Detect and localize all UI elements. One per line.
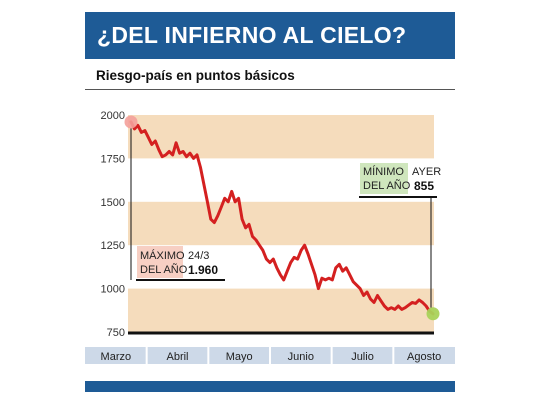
min-date: AYER: [412, 166, 441, 178]
month-label-julio: Julio: [351, 351, 374, 363]
max-value: 1.960: [188, 263, 218, 277]
y-tick-label-750: 750: [107, 327, 125, 339]
month-label-agosto: Agosto: [407, 351, 441, 363]
max-label-line2: DEL AÑO: [140, 263, 188, 276]
month-axis: Marzo Abril Mayo Junio Julio Agosto: [85, 347, 455, 364]
chart-subtitle: Riesgo-país en puntos básicos: [96, 68, 295, 83]
max-label-box: [137, 246, 183, 278]
month-label-mayo: Mayo: [226, 351, 253, 363]
y-tick-label-1250: 1250: [101, 240, 125, 252]
min-annotation: MÍNIMO DEL AÑO AYER 855: [359, 163, 441, 198]
background-bands: [128, 115, 434, 332]
chart-title: ¿DEL INFIERNO AL CIELO?: [85, 12, 455, 59]
subtitle-divider: [85, 89, 455, 90]
marker-guides: [130, 127, 432, 308]
y-tick-label-1500: 1500: [101, 197, 125, 209]
min-label-line2: DEL AÑO: [363, 179, 411, 192]
y-tick-label-2000: 2000: [101, 110, 125, 122]
max-annotation: MÁXIMO DEL AÑO 24/3 1.960: [136, 246, 225, 281]
max-label-line1: MÁXIMO: [140, 249, 185, 262]
y-tick-label-1750: 1750: [101, 153, 125, 165]
band-1000: [128, 288, 434, 332]
band-1500: [128, 201, 434, 246]
max-marker: [124, 115, 138, 129]
y-tick-label-1000: 1000: [101, 284, 125, 296]
month-label-junio: Junio: [288, 351, 314, 363]
min-value: 855: [414, 179, 434, 193]
footer-bar: [85, 381, 455, 392]
risk-series-line: [129, 120, 435, 316]
extreme-markers: [124, 115, 440, 321]
min-marker: [426, 307, 440, 321]
month-label-marzo: Marzo: [101, 351, 132, 363]
y-axis: 2000 1750 1500 1250 1000 750: [101, 110, 434, 339]
max-date: 24/3: [188, 250, 209, 262]
min-label-box: [360, 163, 408, 194]
min-label-line1: MÍNIMO: [363, 165, 404, 178]
month-label-abril: Abril: [166, 351, 188, 363]
series-line: [129, 120, 435, 316]
